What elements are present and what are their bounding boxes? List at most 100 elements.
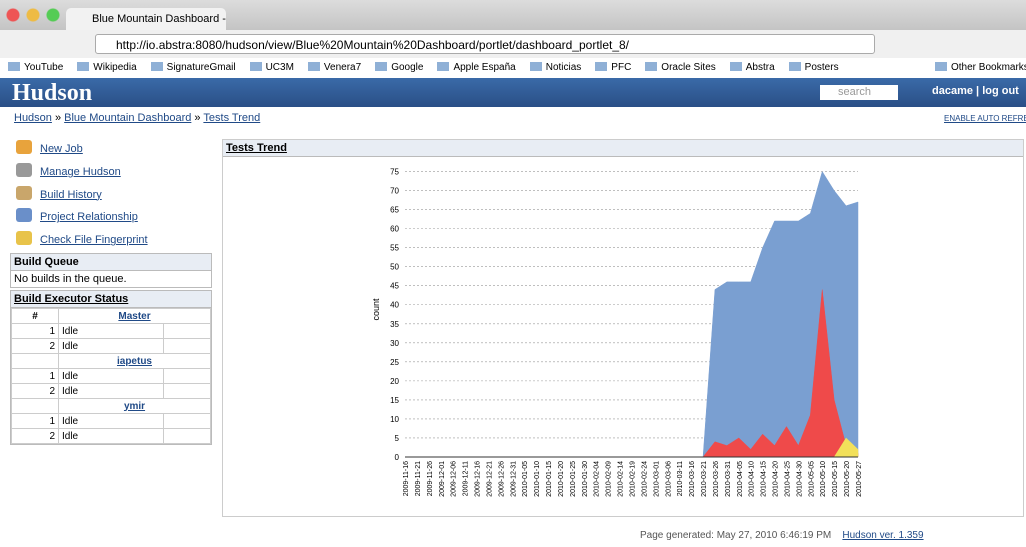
cell: [164, 384, 211, 399]
y-tick-label: 20: [390, 377, 399, 386]
bookmark[interactable]: Posters: [789, 60, 839, 76]
search-box[interactable]: search: [820, 85, 898, 100]
executor-state: Idle: [59, 414, 164, 429]
x-tick-label: 2010-01-30: [582, 461, 589, 497]
build-queue: Build Queue No builds in the queue.: [10, 253, 212, 288]
toolbar: http://io.abstra:8080/hudson/view/Blue%2…: [0, 30, 1026, 58]
task-icon: [16, 140, 32, 154]
user[interactable]: dacame | log out: [932, 85, 1019, 97]
executor-state: Idle: [59, 429, 164, 444]
crumb[interactable]: Blue Mountain Dashboard: [64, 112, 191, 124]
x-tick-label: 2010-05-05: [808, 461, 815, 497]
search-placeholder: search: [838, 86, 871, 98]
cell: [12, 399, 59, 414]
x-tick-label: 2010-03-26: [713, 461, 720, 497]
bookmark[interactable]: Google: [375, 60, 423, 76]
x-tick-label: 2009-12-01: [439, 461, 446, 497]
y-tick-label: 55: [390, 244, 399, 253]
executor-state: Idle: [59, 339, 164, 354]
bookmark[interactable]: YouTube: [8, 60, 63, 76]
x-tick-label: 2009-12-06: [451, 461, 458, 497]
breadcrumb: Hudson » Blue Mountain Dashboard » Tests…: [14, 112, 260, 124]
crumb[interactable]: Tests Trend: [203, 112, 260, 124]
x-tick-label: 2010-05-10: [820, 461, 827, 497]
y-tick-label: 50: [390, 263, 399, 272]
node-name[interactable]: ymir: [59, 399, 211, 414]
url-bar[interactable]: http://io.abstra:8080/hudson/view/Blue%2…: [95, 34, 875, 54]
task-link[interactable]: Build History: [40, 189, 102, 201]
x-tick-label: 2009-12-16: [475, 461, 482, 497]
executor-state: Idle: [59, 384, 164, 399]
x-tick-label: 2010-01-25: [570, 461, 577, 497]
y-tick-label: 40: [390, 301, 399, 310]
bookmark[interactable]: Venera7: [308, 60, 361, 76]
tab-bar: Blue Mountain Dashboard -: [0, 0, 1026, 30]
task-link[interactable]: Project Relationship: [40, 211, 138, 223]
executor-num: 2: [12, 429, 59, 444]
page: Blue Mountain Dashboard - http://io.abst…: [0, 0, 1026, 547]
x-tick-label: 2009-12-11: [463, 461, 470, 496]
y-tick-label: 70: [390, 187, 399, 196]
y-tick-label: 60: [390, 225, 399, 234]
y-axis-label: count: [371, 298, 381, 321]
task-link[interactable]: New Job: [40, 143, 83, 155]
cell: [164, 414, 211, 429]
box-title[interactable]: Build Executor Status: [11, 291, 211, 308]
header: Hudson search dacame | log out: [0, 78, 1026, 107]
executor-state: Idle: [59, 369, 164, 384]
col-header: #: [12, 309, 59, 324]
cell: [12, 354, 59, 369]
footer: Page generated: May 27, 2010 6:46:19 PM …: [640, 530, 924, 541]
x-tick-label: 2010-03-11: [677, 461, 684, 496]
executor-num: 1: [12, 414, 59, 429]
bookmark[interactable]: Oracle Sites: [645, 60, 715, 76]
node-row: ymir: [12, 399, 211, 414]
bookmark[interactable]: Wikipedia: [77, 60, 136, 76]
bookmark[interactable]: Noticias: [530, 60, 582, 76]
url: http://io.abstra:8080/hudson/view/Blue%2…: [116, 38, 629, 52]
box-title[interactable]: Build Queue: [11, 254, 211, 271]
crumb[interactable]: Hudson: [14, 112, 52, 124]
logo[interactable]: Hudson: [12, 80, 92, 107]
logout[interactable]: log out: [982, 85, 1019, 97]
node-name[interactable]: iapetus: [59, 354, 211, 369]
bookmark[interactable]: UC3M: [250, 60, 294, 76]
x-tick-label: 2009-12-26: [498, 461, 505, 497]
bookmark[interactable]: PFC: [595, 60, 631, 76]
y-tick-label: 25: [390, 358, 399, 367]
node-row: iapetus: [12, 354, 211, 369]
task-icon: [16, 163, 32, 177]
bookmark[interactable]: SignatureGmail: [151, 60, 236, 76]
task-link[interactable]: Manage Hudson: [40, 166, 121, 178]
cell: [164, 324, 211, 339]
x-tick-label: 2010-05-15: [832, 461, 839, 497]
other-bookmarks[interactable]: Other Bookmarks: [935, 60, 1026, 76]
node-name[interactable]: Master: [59, 309, 211, 324]
task-icon: [16, 208, 32, 222]
y-tick-label: 15: [390, 396, 399, 405]
task-link[interactable]: Check File Fingerprint: [40, 234, 148, 246]
y-tick-label: 75: [390, 168, 399, 177]
y-tick-label: 5: [395, 434, 400, 443]
user-name[interactable]: dacame: [932, 85, 973, 97]
cell: [164, 429, 211, 444]
tab[interactable]: Blue Mountain Dashboard -: [66, 8, 226, 30]
executor-num: 1: [12, 324, 59, 339]
x-tick-label: 2010-03-16: [689, 461, 696, 497]
x-tick-label: 2010-02-14: [618, 461, 625, 497]
x-tick-label: 2010-04-20: [773, 461, 780, 497]
auto-refresh[interactable]: ENABLE AUTO REFRESH: [944, 114, 1026, 123]
cell: [164, 339, 211, 354]
version[interactable]: Hudson ver. 1.359: [842, 530, 923, 541]
bookmark[interactable]: Abstra: [730, 60, 775, 76]
y-tick-label: 30: [390, 339, 399, 348]
bookmark[interactable]: Apple España: [437, 60, 515, 76]
y-tick-label: 45: [390, 282, 399, 291]
x-tick-label: 2010-02-24: [641, 461, 648, 497]
x-tick-label: 2010-03-31: [725, 461, 732, 497]
window-buttons: [6, 8, 66, 22]
